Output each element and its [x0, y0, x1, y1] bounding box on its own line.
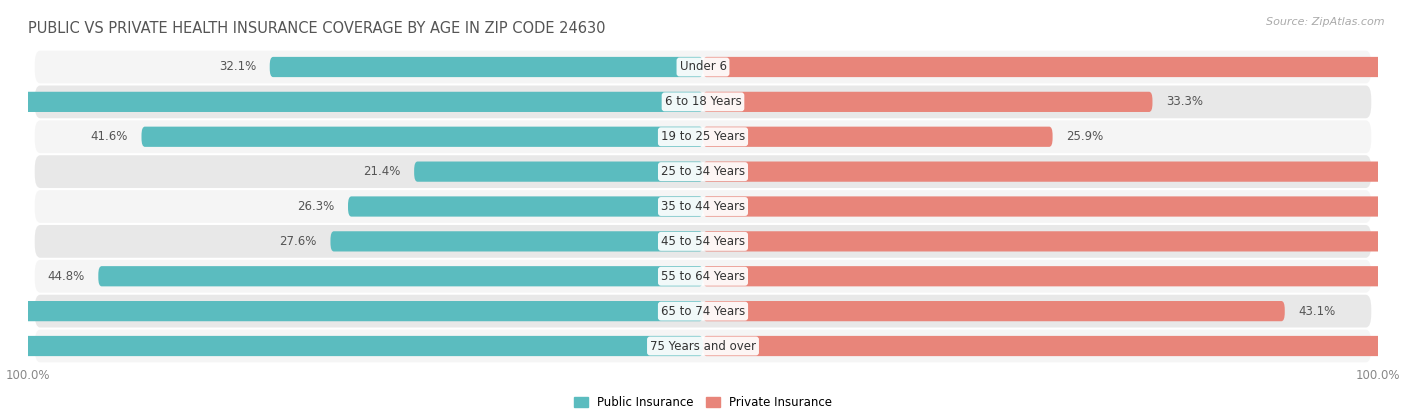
Text: 25 to 34 Years: 25 to 34 Years	[661, 165, 745, 178]
Text: 41.6%: 41.6%	[90, 130, 128, 143]
Legend: Public Insurance, Private Insurance: Public Insurance, Private Insurance	[569, 392, 837, 413]
FancyBboxPatch shape	[415, 161, 703, 182]
FancyBboxPatch shape	[35, 120, 1371, 153]
FancyBboxPatch shape	[703, 336, 1406, 356]
FancyBboxPatch shape	[98, 266, 703, 286]
FancyBboxPatch shape	[703, 92, 1153, 112]
FancyBboxPatch shape	[703, 127, 1053, 147]
Text: 21.4%: 21.4%	[363, 165, 401, 178]
FancyBboxPatch shape	[703, 197, 1406, 216]
Text: 25.9%: 25.9%	[1066, 130, 1104, 143]
Text: 45 to 54 Years: 45 to 54 Years	[661, 235, 745, 248]
FancyBboxPatch shape	[270, 57, 703, 77]
Text: 75 Years and over: 75 Years and over	[650, 339, 756, 353]
FancyBboxPatch shape	[35, 295, 1371, 328]
Text: 6 to 18 Years: 6 to 18 Years	[665, 95, 741, 108]
FancyBboxPatch shape	[35, 155, 1371, 188]
FancyBboxPatch shape	[142, 127, 703, 147]
Text: 32.1%: 32.1%	[219, 60, 256, 74]
Text: Source: ZipAtlas.com: Source: ZipAtlas.com	[1267, 17, 1385, 26]
FancyBboxPatch shape	[703, 161, 1406, 182]
FancyBboxPatch shape	[35, 85, 1371, 118]
FancyBboxPatch shape	[703, 266, 1406, 286]
Text: 26.3%: 26.3%	[297, 200, 335, 213]
FancyBboxPatch shape	[330, 231, 703, 252]
FancyBboxPatch shape	[35, 260, 1371, 293]
FancyBboxPatch shape	[35, 51, 1371, 83]
Text: 19 to 25 Years: 19 to 25 Years	[661, 130, 745, 143]
FancyBboxPatch shape	[0, 301, 703, 321]
FancyBboxPatch shape	[0, 336, 703, 356]
FancyBboxPatch shape	[35, 330, 1371, 362]
FancyBboxPatch shape	[703, 231, 1406, 252]
Text: PUBLIC VS PRIVATE HEALTH INSURANCE COVERAGE BY AGE IN ZIP CODE 24630: PUBLIC VS PRIVATE HEALTH INSURANCE COVER…	[28, 21, 606, 36]
Text: 43.1%: 43.1%	[1298, 305, 1336, 318]
FancyBboxPatch shape	[349, 197, 703, 216]
FancyBboxPatch shape	[703, 57, 1406, 77]
FancyBboxPatch shape	[703, 301, 1285, 321]
FancyBboxPatch shape	[35, 190, 1371, 223]
Text: Under 6: Under 6	[679, 60, 727, 74]
Text: 35 to 44 Years: 35 to 44 Years	[661, 200, 745, 213]
Text: 44.8%: 44.8%	[48, 270, 84, 283]
Text: 65 to 74 Years: 65 to 74 Years	[661, 305, 745, 318]
Text: 27.6%: 27.6%	[280, 235, 316, 248]
FancyBboxPatch shape	[0, 92, 703, 112]
FancyBboxPatch shape	[35, 225, 1371, 258]
Text: 33.3%: 33.3%	[1166, 95, 1204, 108]
Text: 55 to 64 Years: 55 to 64 Years	[661, 270, 745, 283]
